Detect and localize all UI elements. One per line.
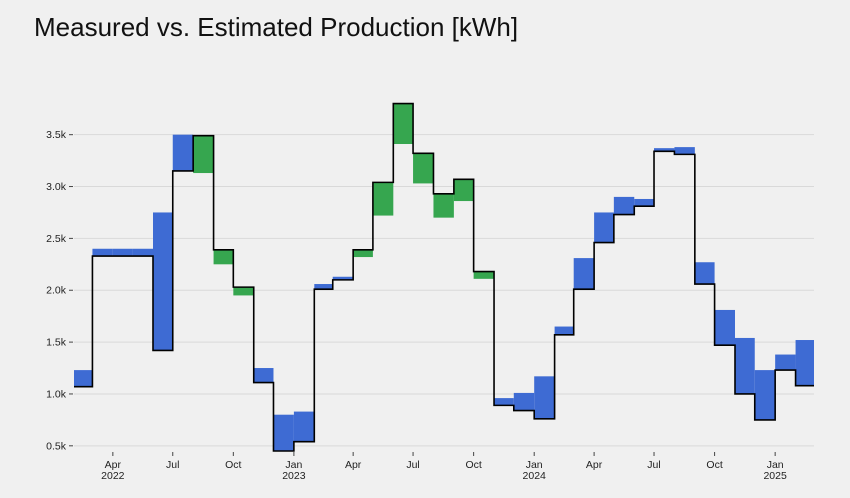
difference-bar [112, 248, 133, 257]
difference-bar [233, 287, 254, 296]
difference-bar [694, 262, 715, 285]
difference-bars [74, 103, 814, 451]
difference-bar [353, 249, 373, 258]
difference-bar [372, 182, 394, 216]
difference-bar [654, 148, 675, 152]
difference-bar [714, 309, 735, 346]
difference-bar [314, 284, 333, 290]
x-tick-label: Jan [526, 459, 543, 471]
difference-bar [453, 179, 474, 202]
x-tick-label: Apr [105, 459, 122, 471]
difference-bar [594, 212, 614, 243]
y-tick-label: 3.5k [46, 129, 67, 141]
difference-bar [253, 368, 274, 383]
difference-bar [132, 248, 154, 257]
difference-bar [213, 249, 234, 265]
grid [74, 134, 814, 447]
x-tick-label: Jan [767, 459, 784, 471]
difference-bar [92, 248, 113, 257]
y-tick-label: 3.0k [46, 181, 67, 193]
difference-bar [734, 337, 755, 394]
difference-bar [534, 376, 555, 419]
y-tick-label: 2.5k [46, 233, 67, 245]
difference-bar [74, 370, 93, 387]
x-tick-label: Jul [166, 459, 179, 471]
x-tick-year-label: 2025 [763, 470, 787, 482]
difference-bar [332, 276, 354, 280]
difference-bar [293, 411, 315, 442]
difference-bar [172, 134, 194, 171]
difference-bar [795, 340, 814, 386]
difference-bar [193, 135, 214, 174]
x-tick-label: Oct [225, 459, 241, 471]
x-tick-label: Jul [647, 459, 660, 471]
x-tick-year-label: 2022 [101, 470, 125, 482]
difference-bar [754, 370, 776, 420]
measured-step-line [74, 102, 814, 452]
difference-bar [494, 398, 514, 406]
difference-bar [513, 392, 535, 411]
x-tick-label: Apr [345, 459, 362, 471]
x-tick-label: Jan [285, 459, 302, 471]
y-tick-label: 2.0k [46, 285, 67, 297]
difference-bar [473, 271, 495, 279]
difference-bar [433, 193, 454, 218]
x-tick-label: Oct [706, 459, 722, 471]
difference-bar [554, 326, 574, 335]
x-tick-label: Apr [586, 459, 603, 471]
y-tick-label: 1.5k [46, 337, 67, 349]
difference-bar [573, 258, 595, 290]
difference-bar [413, 153, 434, 184]
x-tick-year-label: 2023 [282, 470, 306, 482]
difference-bar [153, 212, 173, 351]
x-tick-label: Oct [465, 459, 481, 471]
difference-bar [393, 103, 414, 145]
measured-series [74, 102, 814, 452]
difference-bar [613, 196, 635, 215]
x-tick-label: Jul [406, 459, 419, 471]
x-tick-year-label: 2024 [523, 470, 547, 482]
difference-bar [634, 198, 655, 207]
y-tick-label: 1.0k [46, 388, 67, 400]
difference-bar [775, 354, 796, 371]
chart-title: Measured vs. Estimated Production [kWh] [34, 12, 519, 42]
y-tick-label: 0.5k [46, 440, 67, 452]
difference-bar [674, 147, 695, 155]
difference-bar [273, 414, 294, 451]
